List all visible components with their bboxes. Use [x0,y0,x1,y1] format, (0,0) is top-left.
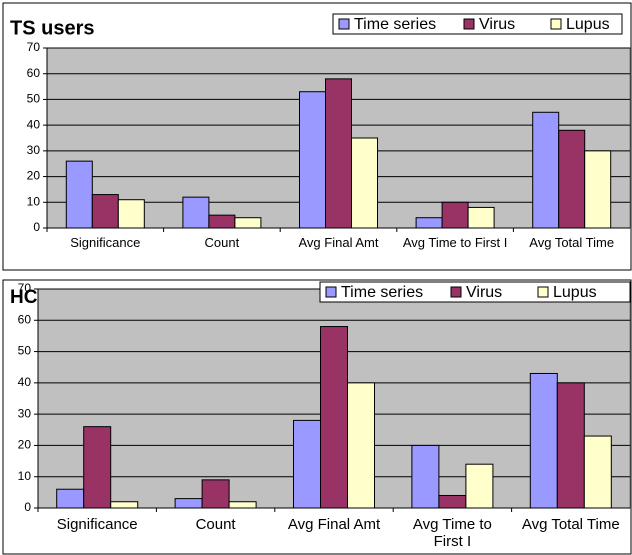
y-tick-label: 50 [18,344,32,358]
legend-swatch [463,18,475,30]
y-tick-label: 60 [18,312,32,326]
x-tick-label: Avg Total Time [521,516,620,533]
y-tick-label: 70 [27,40,41,54]
x-tick-label: Significance [70,235,141,250]
bar [65,160,93,229]
bar [556,382,585,509]
bar [467,206,495,229]
x-tick-label: Count [195,516,236,533]
y-tick-label: 30 [18,406,32,420]
y-tick-label: 40 [27,117,41,131]
bar [438,494,467,509]
bar [465,463,494,509]
x-tick-label: Count [204,235,240,250]
bar [56,488,85,509]
bar [201,479,230,509]
bar [584,150,612,229]
y-tick-label: 60 [27,66,41,80]
bar [91,194,119,229]
legend-label: Virus [479,16,515,33]
bar [174,498,203,509]
y-tick-label: 70 [18,281,32,295]
legend-swatch [338,18,350,30]
legend-label: Lupus [566,16,610,33]
bar [411,444,440,509]
bar [320,326,348,509]
y-tick-label: 20 [18,438,32,452]
legend-label: Lupus [553,284,597,301]
legend-label: Time series [341,284,423,301]
bar [110,501,139,509]
legend-label: Time series [354,16,436,33]
bar [208,214,236,229]
y-tick-label: 50 [27,92,41,106]
bar [441,201,469,229]
legend-box [319,281,631,303]
y-tick-label: 20 [27,169,41,183]
x-tick-label: Avg Total Time [529,235,615,250]
legend-label: Virus [466,284,502,301]
x-tick-label: Avg Time to First I [402,235,508,250]
bar [532,111,560,229]
bar [293,419,321,509]
bar [228,501,257,509]
bar [529,372,558,509]
chart-title: TS users [10,17,94,39]
x-tick-label: Avg Final Amt [298,235,379,250]
bar [558,129,586,229]
bar [325,78,352,229]
bar [415,217,443,229]
y-tick-label: 10 [18,469,32,483]
y-tick-label: 30 [27,143,41,157]
y-tick-label: 0 [24,500,31,514]
x-tick-label: Significance [56,516,138,533]
bar [83,426,112,509]
bar [182,196,210,229]
y-tick-label: 0 [33,220,40,234]
y-tick-label: 40 [18,375,32,389]
bar [583,435,612,509]
x-tick-label: Avg Final Amt [287,516,381,533]
legend-swatch [537,286,549,298]
legend-box [332,13,623,35]
bar [351,137,378,229]
bar [117,199,145,229]
bar [299,91,326,229]
legend-swatch [325,286,337,298]
bar [234,217,262,229]
legend-swatch [550,18,562,30]
y-tick-label: 10 [27,194,41,208]
legend-swatch [450,286,462,298]
bar [347,382,375,509]
x-tick-label: Avg Time to First I [412,516,492,551]
